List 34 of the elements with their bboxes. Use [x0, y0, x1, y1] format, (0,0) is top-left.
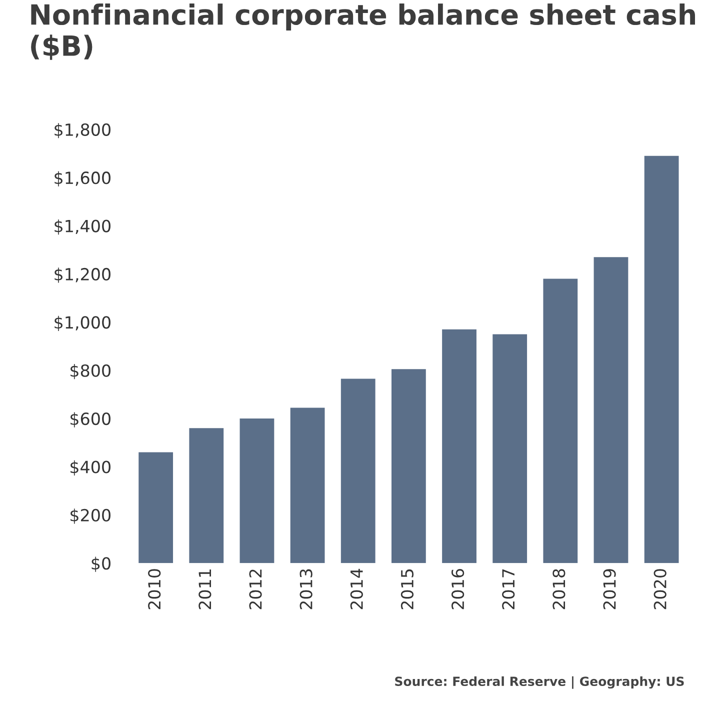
bar: [138, 452, 174, 564]
bar: [543, 278, 578, 564]
x-tick-label: 2017: [502, 569, 515, 610]
x-tick-label: 2020: [654, 569, 666, 610]
y-tick-label: $1,400: [54, 219, 110, 235]
bar: [240, 418, 274, 564]
bar: [594, 257, 628, 564]
bar: [492, 334, 528, 564]
y-tick-label: $1,600: [54, 171, 110, 186]
x-tick-label: 2016: [451, 569, 464, 610]
y-tick-label: $200: [70, 508, 110, 524]
x-tick-label: 2011: [198, 570, 212, 610]
y-tick-label: $1,000: [54, 316, 110, 331]
bar: [644, 156, 679, 564]
bar: [189, 428, 224, 564]
x-tick-label: 2013: [300, 569, 312, 610]
y-tick-label: $400: [70, 460, 110, 476]
x-tick-label: 2012: [249, 570, 262, 610]
bar: [340, 378, 376, 564]
x-tick-label: 2015: [400, 569, 414, 610]
y-tick-label: $0: [92, 556, 110, 572]
chart-title: Nonfinancial corporate balance sheet cash ($B): [31, 4, 695, 60]
y-tick-label: $600: [70, 412, 110, 428]
bar: [442, 329, 476, 564]
y-tick-label: $1,800: [54, 123, 110, 138]
y-tick-label: $1,200: [54, 268, 110, 283]
y-tick-label: $800: [70, 364, 110, 380]
bar: [290, 408, 325, 564]
x-tick-label: 2010: [148, 569, 161, 610]
bar: [391, 369, 426, 564]
x-tick-label: 2014: [350, 568, 363, 610]
x-tick-label: 2018: [552, 569, 566, 610]
source-note: Source: Federal Reserve | Geography: US: [395, 676, 684, 689]
x-tick-label: 2019: [603, 569, 616, 610]
